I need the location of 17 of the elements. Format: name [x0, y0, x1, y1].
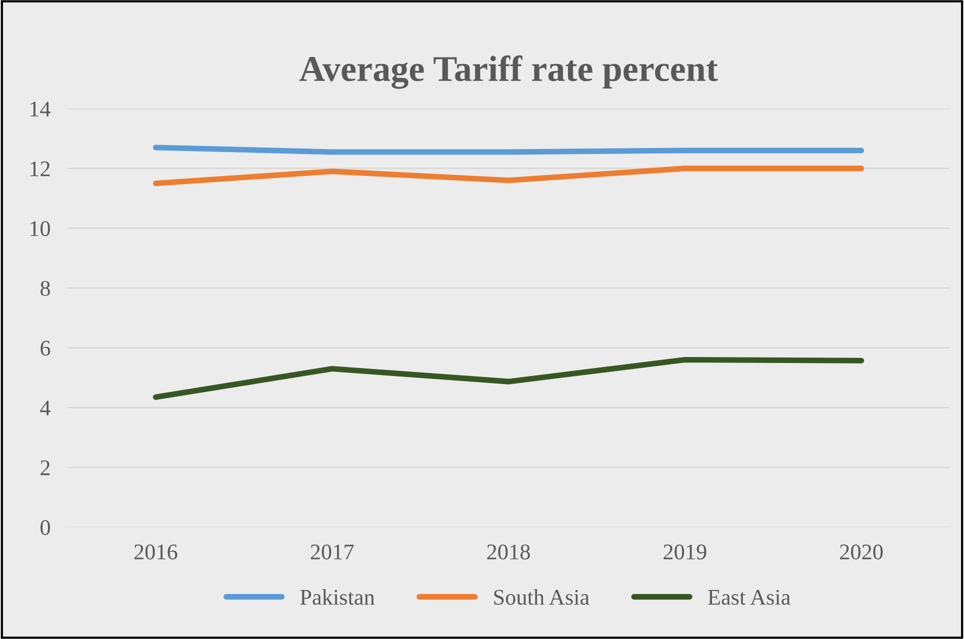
- y-tick-label: 4: [40, 400, 50, 416]
- x-tick-label: 2019: [664, 544, 706, 560]
- x-tick-label: 2016: [134, 544, 178, 560]
- legend-label: Pakistan: [300, 589, 375, 605]
- legend-label: South Asia: [494, 589, 590, 605]
- y-tick-label: 10: [30, 221, 50, 236]
- x-tick-label: 2017: [310, 544, 354, 560]
- y-tick-label: 0: [40, 520, 50, 536]
- legend-label: East Asia: [708, 590, 790, 605]
- x-tick-label: 2020: [840, 544, 883, 560]
- y-tick-label: 12: [30, 161, 50, 176]
- x-tick-label: 2018: [487, 544, 530, 560]
- y-tick-label: 14: [30, 102, 50, 116]
- y-tick-label: 2: [40, 460, 50, 476]
- chart-title: Average Tariff rate percent: [299, 55, 718, 89]
- y-tick-label: 6: [40, 340, 50, 356]
- y-tick-label: 8: [40, 280, 50, 296]
